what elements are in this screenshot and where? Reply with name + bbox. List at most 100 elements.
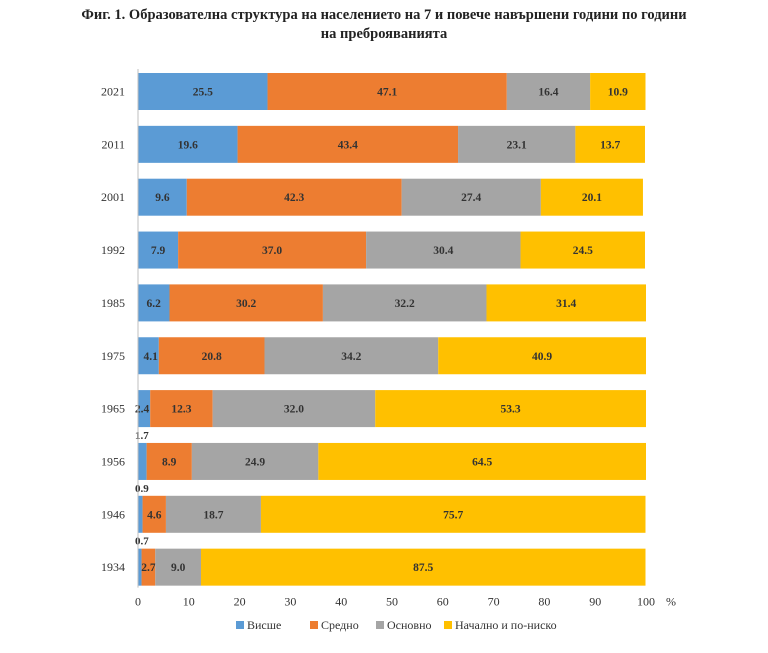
- x-tick-label-100: 100: [637, 595, 655, 609]
- bar-1934-series-1: [141, 548, 156, 586]
- category-label-1985: 1985: [101, 296, 125, 310]
- bar-2001-series-0: [138, 178, 187, 216]
- x-tick-label-40: 40: [335, 595, 347, 609]
- data-label-1956-series-1: 8.9: [162, 456, 177, 468]
- data-label-2021-series-3: 10.9: [608, 87, 628, 99]
- data-label-2021-series-1: 47.1: [377, 87, 397, 99]
- data-label-1956-series-2: 24.9: [245, 456, 265, 468]
- bar-1956-series-3: [318, 442, 646, 480]
- bar-1956-series-2: [191, 442, 319, 480]
- bar-1946-series-1: [142, 495, 166, 533]
- bar-1985-series-0: [138, 284, 170, 322]
- bar-1992-series-0: [138, 231, 179, 269]
- data-label-1965-series-1: 12.3: [171, 404, 191, 416]
- bar-2021-series-2: [506, 73, 591, 110]
- data-label-1985-series-1: 30.2: [236, 298, 256, 310]
- legend-label-1: Средно: [321, 618, 359, 632]
- bar-1946-series-3: [260, 495, 646, 533]
- data-label-2001-series-0: 9.6: [155, 192, 170, 204]
- data-label-1934-series-1: 2.7: [141, 562, 156, 574]
- bar-1965-series-2: [212, 390, 376, 428]
- bar-1985-series-2: [322, 284, 487, 322]
- bar-2001-series-3: [540, 178, 643, 216]
- bar-1965-series-1: [150, 390, 213, 428]
- data-label-1946-series-0: 0.9: [135, 483, 149, 495]
- data-label-2011-series-1: 43.4: [338, 139, 358, 151]
- data-label-1956-series-3: 64.5: [472, 456, 492, 468]
- bar-1965-series-3: [375, 390, 646, 428]
- category-label-2021: 2021: [101, 85, 125, 99]
- bar-1956-series-0: [138, 442, 147, 480]
- bar-2021-series-1: [267, 73, 507, 110]
- chart-title-line-1: Фиг. 1. Образователна структура на насел…: [81, 7, 687, 23]
- x-tick-label-50: 50: [386, 595, 398, 609]
- bar-1992-series-1: [178, 231, 367, 269]
- legend: Висше Средно Основно Начално и по-ниско: [236, 618, 557, 632]
- category-label-1946: 1946: [101, 507, 125, 521]
- bar-1985-series-3: [486, 284, 646, 322]
- data-label-2021-series-0: 25.5: [193, 87, 213, 99]
- category-label-1956: 1956: [101, 454, 125, 468]
- x-tick-label-90: 90: [589, 595, 601, 609]
- legend-swatch-0: [236, 621, 244, 629]
- data-label-1992-series-3: 24.5: [573, 245, 593, 257]
- bar-1934-series-2: [155, 548, 201, 586]
- bar-1975-series-0: [138, 337, 159, 375]
- data-label-1934-series-3: 87.5: [413, 562, 433, 574]
- category-label-1975: 1975: [101, 349, 125, 363]
- bar-1985-series-1: [169, 284, 323, 322]
- legend-swatch-3: [444, 621, 452, 629]
- x-tick-label-80: 80: [538, 595, 550, 609]
- data-label-1985-series-2: 32.2: [395, 298, 415, 310]
- category-labels: 2021 2011 2001 1992 1985 1975 1965 1956 1946 1934: [101, 85, 125, 575]
- bar-1992-series-3: [520, 231, 645, 269]
- bar-2011-series-3: [575, 125, 645, 163]
- x-tick-label-70: 70: [488, 595, 500, 609]
- bar-2011-series-0: [138, 125, 238, 163]
- legend-label-3: Начално и по-ниско: [455, 618, 557, 632]
- bar-1946-series-0: [138, 495, 143, 533]
- legend-swatch-2: [376, 621, 384, 629]
- data-label-2001-series-3: 20.1: [582, 192, 602, 204]
- bar-2001-series-2: [401, 178, 541, 216]
- data-label-2021-series-2: 16.4: [538, 87, 558, 99]
- data-label-1985-series-0: 6.2: [147, 298, 162, 310]
- legend-label-0: Висше: [247, 618, 281, 632]
- data-label-1934-series-0: 0.7: [135, 536, 149, 548]
- bar-1975-series-2: [264, 337, 439, 375]
- category-label-2001: 2001: [101, 190, 125, 204]
- chart-title: Фиг. 1. Образователна структура на насел…: [0, 6, 768, 44]
- bar-1934-series-0: [138, 548, 142, 586]
- x-tick-label-30: 30: [284, 595, 296, 609]
- data-label-1965-series-0: 2.4: [135, 404, 150, 416]
- category-label-1934: 1934: [101, 560, 125, 574]
- data-label-1946-series-1: 4.6: [147, 509, 162, 521]
- bar-2011-series-1: [237, 125, 459, 163]
- bar-2001-series-1: [186, 178, 402, 216]
- legend-swatch-1: [310, 621, 318, 629]
- bar-1965-series-0: [138, 390, 151, 428]
- x-axis-unit: %: [666, 595, 676, 609]
- data-label-1992-series-0: 7.9: [151, 245, 166, 257]
- data-label-2011-series-0: 19.6: [178, 139, 198, 151]
- data-label-2001-series-1: 42.3: [284, 192, 304, 204]
- legend-label-2: Основно: [387, 618, 432, 632]
- x-tick-label-10: 10: [183, 595, 195, 609]
- bar-1934-series-3: [200, 548, 646, 586]
- x-tick-label-0: 0: [135, 595, 141, 609]
- x-tick-label-20: 20: [234, 595, 246, 609]
- data-label-1934-series-2: 9.0: [171, 562, 186, 574]
- bar-1992-series-2: [366, 231, 521, 269]
- data-label-1985-series-3: 31.4: [556, 298, 576, 310]
- data-label-2011-series-3: 13.7: [600, 139, 620, 151]
- bar-2021-series-3: [590, 73, 646, 110]
- data-label-1975-series-3: 40.9: [532, 351, 552, 363]
- chart-title-line-2: на преброяванията: [320, 26, 448, 42]
- bar-1956-series-1: [146, 442, 192, 480]
- data-label-1956-series-0: 1.7: [135, 430, 149, 442]
- category-label-1992: 1992: [101, 243, 125, 257]
- data-label-1975-series-1: 20.8: [202, 351, 222, 363]
- bar-2021-series-0: [138, 73, 268, 110]
- data-label-2011-series-2: 23.1: [507, 139, 527, 151]
- data-label-1975-series-0: 4.1: [143, 351, 158, 363]
